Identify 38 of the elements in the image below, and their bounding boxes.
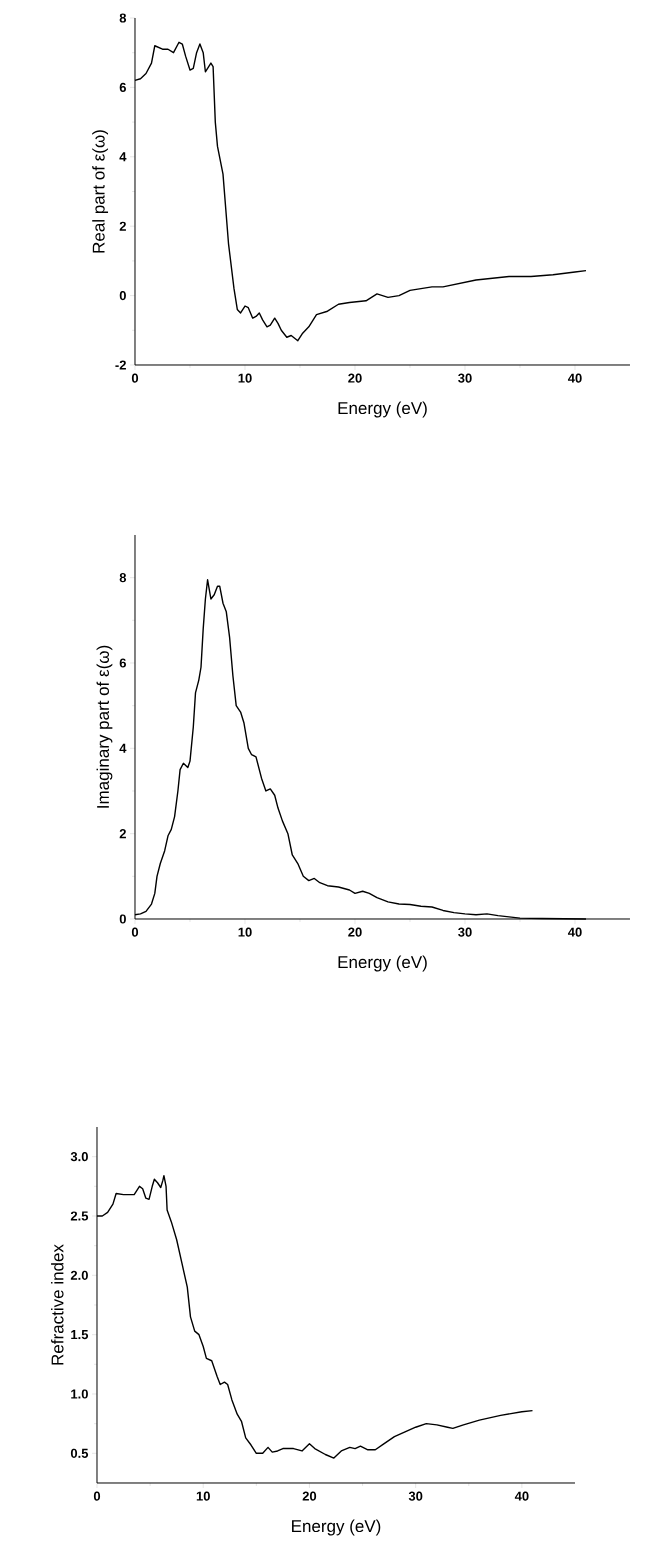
y-axis-title: Refractive index <box>51 1244 64 1365</box>
x-tick-label: 20 <box>348 373 362 383</box>
x-tick-label: 0 <box>131 373 139 383</box>
y-tick-label: -2 <box>115 360 126 370</box>
x-tick-label: 10 <box>196 1491 210 1501</box>
y-axis-title: Imaginary part of ε(ω) <box>96 645 113 808</box>
x-tick-label: 20 <box>302 1491 317 1501</box>
x-tick-label: 30 <box>458 927 472 937</box>
y-tick-label: 4 <box>119 743 127 753</box>
y-tick-label: 0 <box>119 290 126 301</box>
y-tick-label: 8 <box>119 13 127 23</box>
x-axis-title: Energy (eV) <box>292 1519 381 1536</box>
y-tick-label: 8 <box>119 573 127 583</box>
y-tick-label: 1.5 <box>71 1330 89 1340</box>
y-tick-label: 0.5 <box>70 1448 89 1458</box>
x-tick-label: 30 <box>458 373 472 383</box>
x-tick-label: 40 <box>514 1491 529 1501</box>
y-axis-title: Real part of ε(ω) <box>92 130 109 253</box>
y-tick-label: 1.0 <box>71 1389 88 1399</box>
y-tick-label: 0 <box>119 914 126 924</box>
y-tick-label: 3.0 <box>70 1152 88 1162</box>
x-axis-title: Energy (eV) <box>338 401 427 418</box>
y-tick-label: 6 <box>119 82 126 92</box>
y-tick-label: 6 <box>119 658 126 668</box>
y-tick-label: 2 <box>119 221 126 231</box>
y-tick-label: 2.5 <box>70 1211 89 1221</box>
x-tick-label: 0 <box>93 1491 101 1501</box>
x-tick-label: 30 <box>408 1491 423 1501</box>
x-tick-label: 0 <box>131 927 139 937</box>
x-axis-title: Energy (eV) <box>338 955 427 972</box>
x-tick-label: 10 <box>238 927 252 937</box>
x-tick-label: 10 <box>238 373 252 383</box>
x-tick-label: 40 <box>567 927 582 937</box>
y-tick-label: 2 <box>119 829 126 839</box>
x-tick-label: 40 <box>567 373 582 383</box>
x-tick-label: 20 <box>348 927 362 937</box>
y-tick-label: 4 <box>119 152 127 162</box>
y-tick-label: 2.0 <box>70 1270 88 1280</box>
